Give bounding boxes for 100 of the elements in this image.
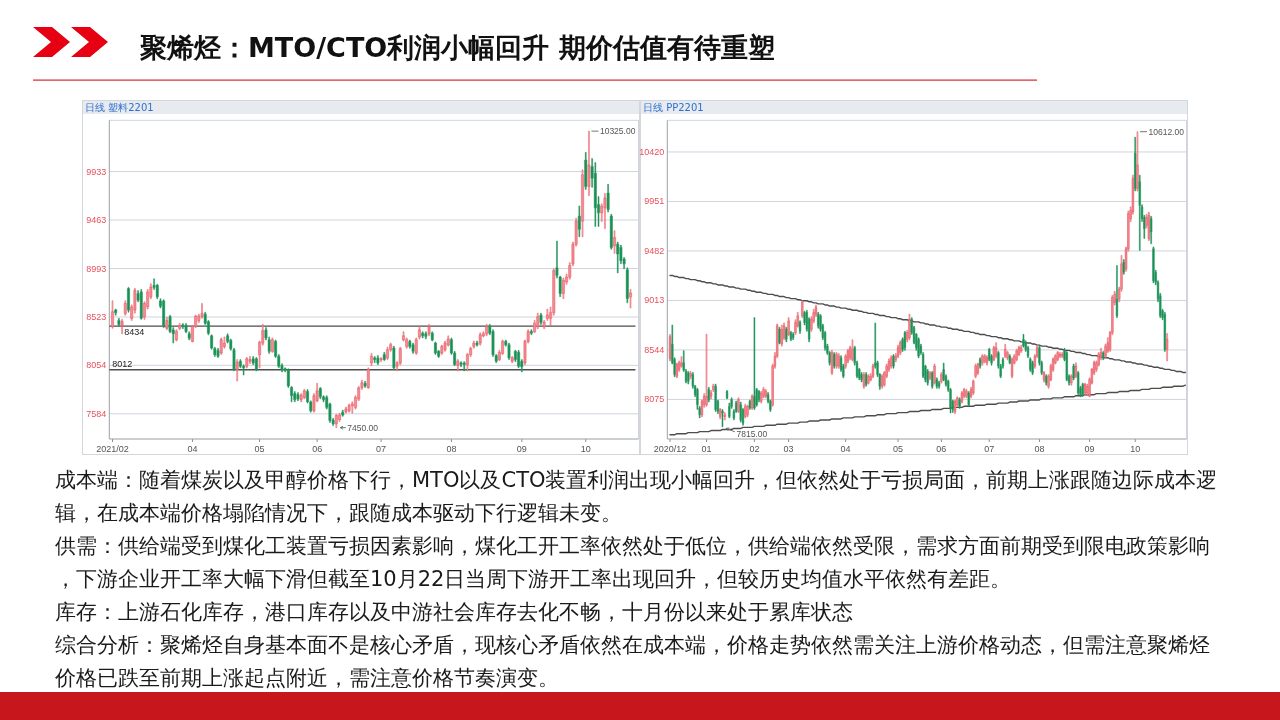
x-tick-label: 07	[984, 444, 995, 454]
candlestick	[680, 356, 683, 368]
candlestick	[462, 361, 466, 372]
candlestick	[114, 308, 118, 316]
candlestick	[510, 356, 514, 363]
x-tick-label: 03	[783, 444, 794, 454]
y-tick-label: 8054	[86, 360, 107, 371]
candlestick	[248, 356, 252, 364]
x-tick-label: 02	[749, 444, 760, 454]
candlestick	[117, 318, 121, 327]
x-tick-label: 2020/12	[653, 444, 687, 454]
x-tick-label: 05	[254, 444, 265, 454]
y-tick-label: 8993	[86, 263, 107, 274]
candlestick	[485, 324, 489, 337]
candlestick	[459, 361, 463, 368]
candlestick	[379, 357, 383, 362]
candlestick	[1138, 174, 1141, 251]
y-tick-label: 7584	[86, 408, 107, 419]
x-tick-label: 09	[516, 444, 527, 454]
candlestick	[787, 317, 790, 336]
candlestick	[1056, 351, 1059, 362]
candlestick	[111, 300, 114, 329]
x-tick-label: 07	[376, 444, 387, 454]
candlestick	[507, 342, 511, 360]
candlestick	[370, 353, 373, 367]
candlestick	[723, 412, 726, 421]
candlestick	[1042, 371, 1046, 383]
x-tick-label: 06	[312, 444, 323, 454]
candlestick	[421, 331, 425, 339]
candlestick	[440, 344, 444, 355]
text: 综合分析：聚烯烃自身基本面不是核心矛盾，现核心矛盾依然在成本端，价格走势依然需关注上游价格动态，但需注意聚烯烃价格已跌至前期上涨起点附近，需注意价格节奏演变。	[55, 631, 1211, 692]
y-tick-label: 8075	[644, 394, 665, 405]
annotation: 10325.00	[599, 126, 636, 137]
x-tick-label: 04	[187, 444, 198, 454]
x-tick-label: 08	[1034, 444, 1045, 454]
candlestick	[972, 379, 975, 395]
candlestick	[561, 277, 565, 299]
y-tick-label: 9013	[644, 295, 665, 306]
candlestick	[341, 409, 345, 417]
text: 库存：上游石化库存，港口库存以及中游社会库存去化不畅，十月份以来处于累库状态	[55, 598, 854, 626]
candlestick	[707, 387, 710, 403]
candlestick	[235, 359, 239, 382]
text: 聚烯烃：MTO/CTO利润小幅回升 期价估值有待重塑	[139, 32, 775, 63]
candlestick	[219, 337, 223, 355]
candlestick	[577, 205, 581, 238]
y-tick-label: 9951	[644, 196, 665, 207]
candlestick	[1070, 374, 1073, 386]
candlestick	[606, 184, 610, 213]
candlestick	[1022, 334, 1025, 348]
line-series	[669, 384, 1187, 436]
candlestick	[1058, 352, 1062, 358]
candlestick	[123, 300, 127, 316]
candlestick	[478, 332, 482, 346]
x-tick-label: 08	[446, 444, 457, 454]
chart-subtitle: 日线 PP2201	[643, 102, 704, 113]
candlestick	[539, 312, 543, 325]
y-tick-label: 9933	[86, 166, 107, 177]
candlestick	[1166, 333, 1169, 362]
candlestick	[616, 241, 620, 274]
candlestick	[120, 319, 124, 335]
candlestick	[376, 355, 380, 365]
x-tick-label: 10	[1130, 444, 1141, 454]
candlestick	[347, 403, 351, 413]
candlestick	[373, 356, 377, 363]
candlestick	[245, 357, 249, 369]
candlestick	[629, 289, 632, 309]
y-tick-label: 9463	[86, 215, 107, 226]
annotation: 10612.00	[1148, 126, 1185, 137]
x-tick-label: 10	[580, 444, 591, 454]
text: 成本端：随着煤炭以及甲醇价格下行，MTO以及CTO装置利润出现小幅回升，但依然处于亏损局面，前期上涨跟随边际成本逻辑，在成本端价格塌陷情况下，跟随成本驱动下行逻辑未变。	[55, 466, 1219, 527]
x-tick-label: 01	[701, 444, 712, 454]
x-tick-label: 2021/02	[96, 444, 129, 454]
candlestick	[529, 329, 533, 336]
ref-line-label: 8012	[112, 358, 133, 369]
ref-line-label: 8434	[124, 327, 145, 338]
x-tick-label: 05	[893, 444, 904, 454]
y-tick-label: 8544	[644, 344, 665, 355]
text: 供需：供给端受到煤化工装置亏损因素影响，煤化工开工率依然处于低位，供给端依然受限，需求方面前期受到限电政策影响，下游企业开工率大幅下滑但截至10月22日当周下游开工率出现回升，但较历史均值水平依然有差距。	[55, 532, 1211, 593]
candlestick	[928, 371, 932, 381]
candlestick	[386, 346, 389, 360]
candlestick	[456, 359, 460, 372]
candlestick	[1008, 354, 1011, 365]
candlestick	[475, 340, 479, 347]
candlestick	[200, 303, 204, 319]
line-series	[669, 274, 1187, 374]
candlestick	[392, 345, 396, 371]
x-tick-label: 04	[840, 444, 851, 454]
x-tick-label: 09	[1084, 444, 1095, 454]
candlestick	[296, 392, 300, 402]
candlestick	[139, 289, 143, 320]
annotation: 7450.00	[347, 422, 379, 433]
candlestick	[363, 380, 367, 388]
candlestick	[689, 371, 692, 380]
candlestick	[1061, 352, 1064, 358]
x-tick-label: 06	[936, 444, 947, 454]
chart-subtitle: 日线 塑料2201	[85, 102, 154, 113]
candlestick	[299, 393, 303, 403]
candlestick	[382, 352, 386, 361]
candlestick	[427, 324, 431, 337]
y-tick-label: 9482	[644, 245, 665, 256]
